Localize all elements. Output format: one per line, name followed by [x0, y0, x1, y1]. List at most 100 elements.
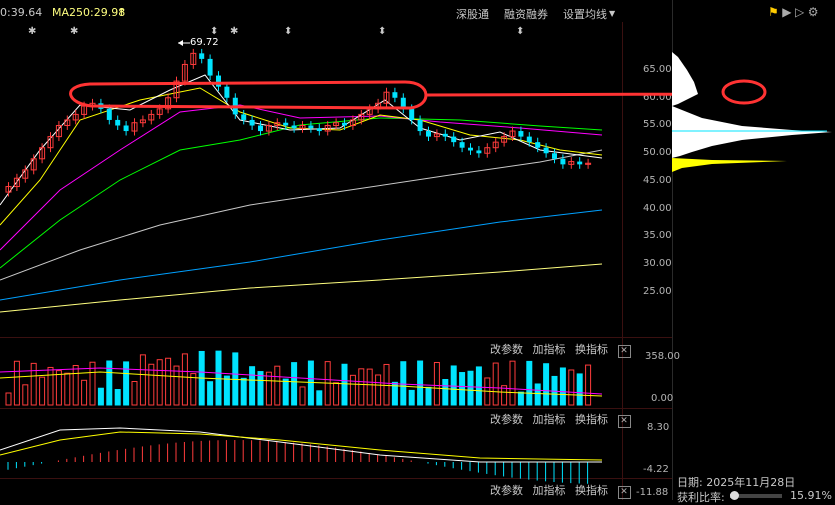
add-indicator-button[interactable]: 加指标: [532, 413, 566, 426]
shenzhen-connect-button[interactable]: 深股通: [456, 8, 489, 21]
add-indicator-button[interactable]: 加指标: [532, 484, 566, 497]
volume-bar: [400, 361, 407, 406]
candle-body-up: [30, 158, 37, 171]
price-tick: 65.00: [643, 64, 672, 75]
volume-bar: [568, 369, 575, 406]
moving-average-lines: [0, 74, 603, 313]
price-tick: 35.00: [643, 230, 672, 241]
volume-bar: [55, 370, 62, 406]
volume-bar: [307, 360, 314, 406]
volume-bar: [13, 360, 20, 406]
volume-bar: [5, 392, 12, 406]
candle-body-down: [207, 58, 213, 76]
candle-body-up: [131, 122, 138, 132]
close-panel-icon[interactable]: ✕: [617, 345, 631, 358]
margin-trading-button[interactable]: 融资融券: [504, 8, 548, 21]
chip-date-label: 日期: 2025年11月28日: [677, 476, 796, 489]
candle-body-up: [299, 125, 306, 129]
candle-body-down: [468, 147, 473, 151]
volume-bar: [366, 368, 373, 406]
volume-bar: [47, 366, 54, 406]
volume-bar: [30, 362, 37, 406]
macd-histogram: [0, 427, 603, 484]
flag-icon[interactable]: ⚑: [768, 5, 779, 19]
volume-panel-divider: [0, 337, 672, 338]
volume-bar: [97, 387, 104, 406]
switch-indicator-button[interactable]: 换指标: [575, 343, 608, 356]
macd-tick: 8.30: [647, 422, 670, 433]
candle-body-down: [106, 108, 112, 120]
candle-body-down: [442, 133, 448, 137]
price-tick: 40.00: [643, 203, 672, 214]
macd-tick: -4.22: [643, 464, 669, 475]
volume-bar: [148, 363, 155, 406]
play-icon[interactable]: ▶: [782, 5, 792, 19]
volume-bar: [459, 372, 466, 406]
candle-body-up: [72, 113, 79, 121]
modify-params-button[interactable]: 改参数: [490, 484, 523, 497]
switch-indicator-button[interactable]: 换指标: [575, 484, 608, 497]
macd-panel-divider: [0, 408, 672, 409]
ma-settings-dropdown-icon[interactable]: ▼: [609, 9, 616, 18]
volume-bar: [291, 362, 298, 406]
candle-body-down: [249, 119, 255, 126]
candle-body-up: [173, 80, 180, 99]
candle-body-down: [535, 142, 541, 148]
candle-body-up: [139, 119, 146, 124]
volume-ma-line: [0, 371, 603, 397]
modify-params-button[interactable]: 改参数: [490, 413, 523, 426]
candle-body-up: [13, 177, 20, 188]
candle-body-up: [55, 125, 62, 138]
volume-tick: 358.00: [645, 351, 680, 362]
ma30-line: [0, 117, 603, 269]
volume-bars: [0, 350, 603, 406]
chip-profile: [672, 52, 698, 106]
candle-body-down: [409, 108, 415, 120]
volume-bar: [475, 366, 482, 406]
diamond-marker-icon: ⬍: [516, 26, 524, 37]
volume-bar: [425, 386, 432, 406]
volume-bar: [165, 357, 172, 406]
volume-bar: [509, 360, 516, 406]
volume-ma-line: [0, 367, 603, 395]
ma120-line: [0, 209, 603, 301]
ma-settings-button[interactable]: 设置均线: [563, 8, 607, 21]
volume-bar: [526, 360, 533, 406]
chip-ratio-slider[interactable]: [730, 491, 782, 500]
bottom-tick-partial: -11.88: [636, 487, 669, 498]
volume-bar: [349, 374, 356, 406]
volume-bar: [534, 383, 541, 406]
volume-bar: [274, 365, 281, 406]
volume-bar: [316, 390, 323, 406]
volume-bar: [433, 361, 440, 406]
candle-body-down: [518, 131, 524, 137]
chip-ratio-label: 获利比率:: [677, 491, 725, 504]
volume-bar: [282, 378, 289, 406]
bottom-panel-divider: [0, 478, 672, 479]
switch-indicator-button[interactable]: 换指标: [575, 413, 608, 426]
close-panel-icon[interactable]: ✕: [617, 486, 631, 499]
volume-bar: [131, 381, 138, 406]
kline-chart[interactable]: ✱ ✱ ✱ ⬍ ⬍ ⬍ ⬍: [0, 0, 672, 500]
close-panel-icon[interactable]: ✕: [617, 415, 631, 428]
candle-body-down: [417, 119, 423, 132]
candle-body-down: [342, 122, 347, 126]
candle-body-down: [400, 97, 406, 109]
gear-icon[interactable]: ⚙: [807, 5, 819, 19]
ma250-label: MA250:29.98: [52, 6, 126, 19]
candle-body-up: [190, 52, 197, 65]
candle-body-down: [552, 153, 557, 159]
volume-bar: [207, 381, 214, 406]
volume-bar: [543, 363, 550, 406]
candle-body-down: [224, 86, 230, 98]
modify-params-button[interactable]: 改参数: [490, 343, 523, 356]
chip-ratio-slider-handle[interactable]: [730, 491, 739, 500]
chip-distribution-chart[interactable]: [672, 22, 835, 477]
event-markers: ✱ ✱ ✱ ⬍ ⬍ ⬍ ⬍: [28, 26, 524, 37]
add-indicator-button[interactable]: 加指标: [532, 343, 566, 356]
volume-bar: [240, 377, 247, 406]
play-outline-icon[interactable]: ▷: [795, 5, 805, 19]
volume-bar: [358, 368, 365, 406]
volume-tick: 0.00: [651, 393, 674, 404]
volume-bar: [585, 364, 592, 406]
